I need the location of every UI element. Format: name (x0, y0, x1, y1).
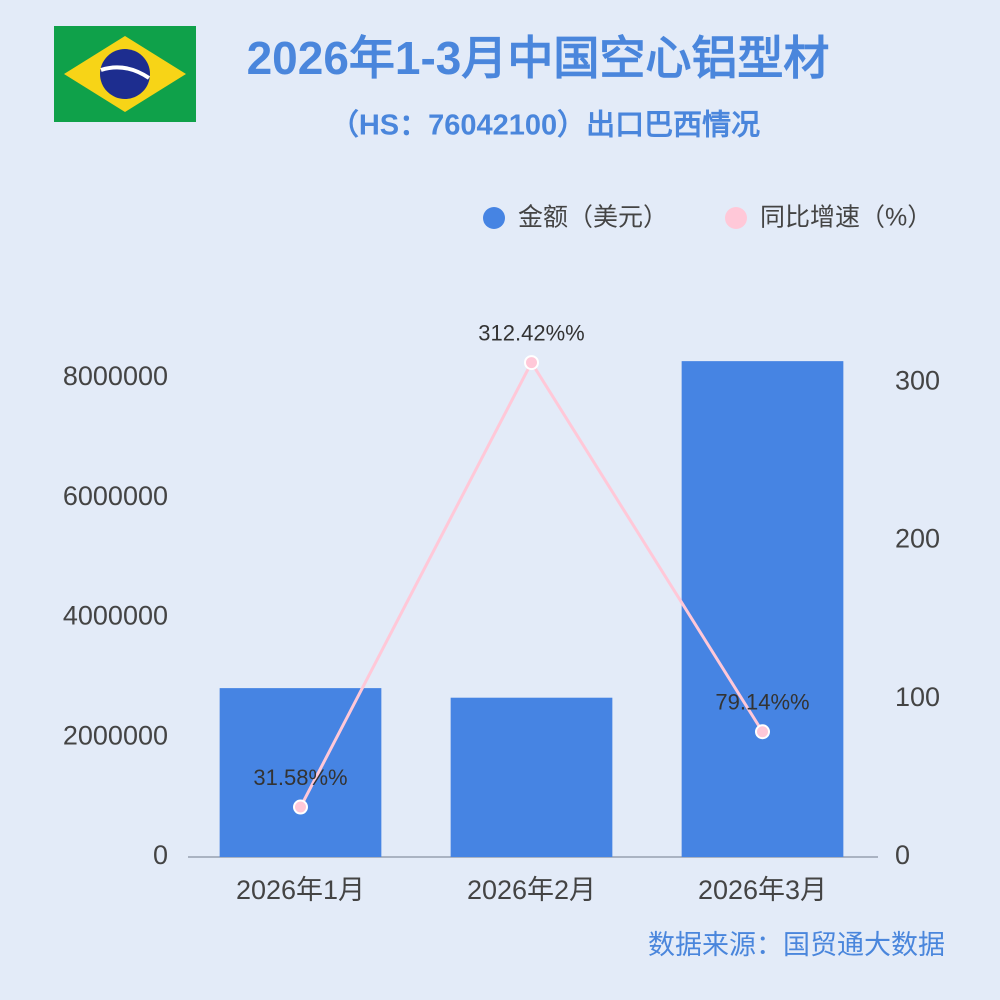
bar (681, 361, 844, 857)
chart-title: 2026年1-3月中国空心铝型材 (247, 32, 830, 84)
y-tick-label: 2000000 (63, 720, 168, 750)
source: 数据来源：国贸通大数据 (648, 930, 945, 960)
y2-tick-label: 0 (895, 840, 910, 870)
line-point (524, 355, 539, 371)
data-label: 312.42%% (478, 320, 584, 345)
y-tick-label: 4000000 (63, 601, 168, 631)
x-tick-label: 2026年1月 (236, 875, 365, 905)
legend-marker (725, 207, 747, 229)
y2-tick-label: 100 (895, 682, 940, 712)
legend-label: 金额（美元） (518, 204, 668, 232)
y-tick-label: 0 (153, 840, 168, 870)
legend-marker (483, 207, 505, 229)
line-point (293, 799, 308, 815)
data-label: 31.58%% (253, 765, 347, 790)
x-tick-label: 2026年2月 (467, 875, 596, 905)
legend-label: 同比增速（%） (760, 204, 932, 232)
y-tick-label: 6000000 (63, 481, 168, 511)
y2-tick-label: 200 (895, 524, 940, 554)
y2-tick-label: 300 (895, 365, 940, 395)
bar (450, 697, 613, 857)
bar (219, 688, 382, 857)
x-tick-label: 2026年3月 (698, 875, 827, 905)
y-tick-label: 8000000 (63, 361, 168, 391)
data-label: 79.14%% (715, 690, 809, 715)
chart-subtitle: （HS：76042100）出口巴西情况 (330, 109, 760, 142)
flag (54, 26, 196, 122)
line-point (755, 724, 770, 740)
